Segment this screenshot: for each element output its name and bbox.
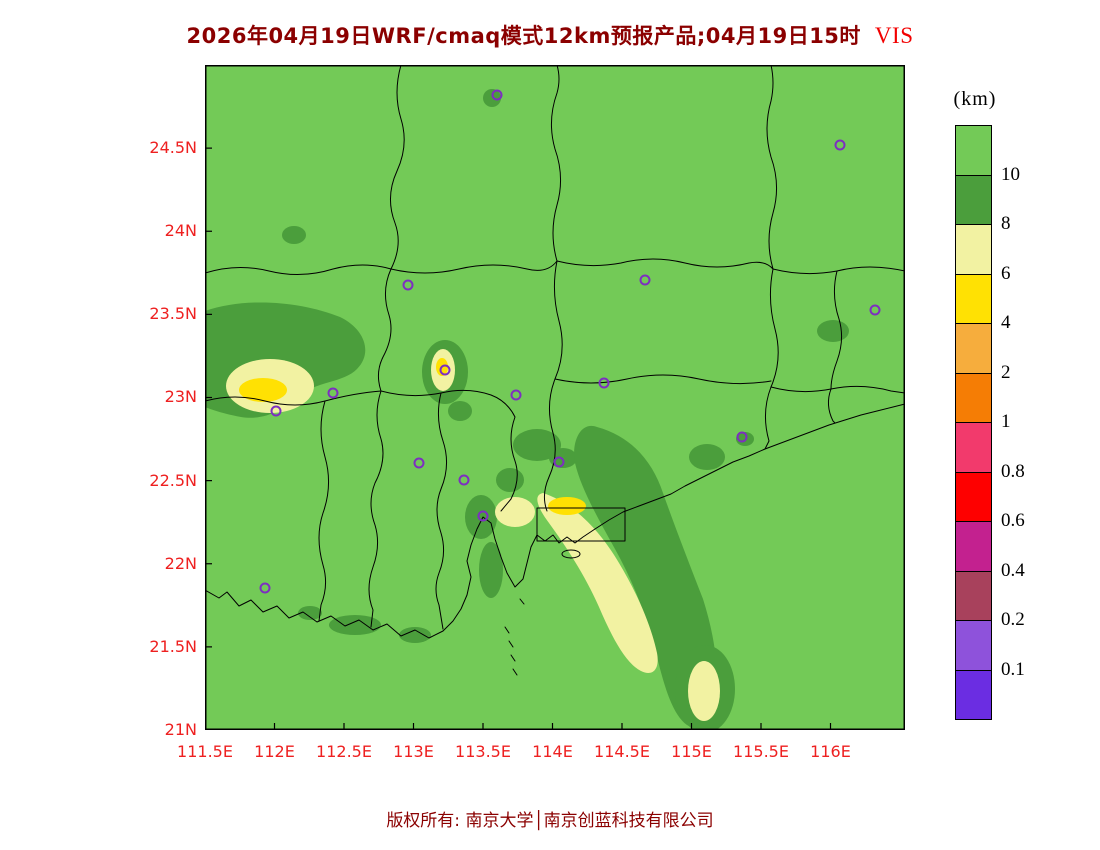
copyright-footer: 版权所有: 南京大学│南京创蓝科技有限公司 — [386, 811, 714, 831]
admin-boundaries — [204, 64, 906, 676]
x-axis-label: 112.5E — [316, 742, 372, 761]
coastline — [204, 403, 906, 639]
y-axis-label: 24N — [164, 221, 197, 241]
map-area — [204, 64, 906, 733]
legend-color-segment — [955, 273, 992, 324]
station-marker — [270, 405, 282, 417]
y-axis-label: 22N — [164, 553, 197, 573]
legend-tick-label: 4 — [1001, 312, 1011, 333]
island-dashes — [504, 598, 525, 676]
x-axis-label: 115.5E — [733, 742, 789, 761]
x-axis-label: 114.5E — [594, 742, 650, 761]
station-marker — [327, 387, 339, 399]
nested-domain-box — [536, 507, 626, 542]
station-marker — [553, 456, 565, 468]
x-axis-label: 112E — [254, 742, 295, 761]
y-axis-label: 22.5N — [149, 470, 197, 490]
station-marker — [834, 139, 846, 151]
vis-4-6-regions — [239, 358, 586, 515]
legend-tick-label: 0.4 — [1001, 559, 1025, 581]
x-axis-label: 113E — [393, 742, 434, 761]
map-frame — [205, 65, 905, 730]
legend-tick-label: 0.1 — [1001, 658, 1025, 680]
forecast-map — [204, 64, 906, 733]
station-marker — [510, 389, 522, 401]
legend-color-segment — [955, 521, 992, 572]
station-marker — [439, 364, 451, 376]
x-axis-label: 113.5E — [455, 742, 511, 761]
station-marker — [598, 377, 610, 389]
legend-unit-label: (km) — [953, 88, 997, 110]
legend-tick-label: 0.6 — [1001, 510, 1025, 531]
legend-tick-label: 0.8 — [1001, 460, 1025, 482]
station-marker — [736, 431, 748, 443]
y-axis-label: 24.5N — [149, 138, 197, 157]
island-outline — [561, 549, 581, 559]
station-marker — [259, 582, 271, 594]
x-axis-label: 116E — [810, 742, 851, 761]
station-marker — [458, 474, 470, 486]
legend-tick-label: 0.2 — [1001, 609, 1025, 630]
legend-color-segment — [955, 422, 992, 473]
station-marker — [477, 510, 489, 522]
y-axis-label: 21N — [164, 719, 197, 739]
x-axis-label: 111.5E — [177, 742, 233, 761]
station-marker — [869, 304, 881, 316]
station-marker — [413, 457, 425, 469]
legend-color-segment — [955, 323, 992, 374]
legend-color-segment — [955, 174, 992, 225]
legend-tick-label: 1 — [1001, 411, 1011, 432]
station-markers-layer — [259, 89, 881, 594]
legend-color-segment — [955, 372, 992, 423]
legend-color-segment — [955, 125, 992, 176]
legend-tick-label: 2 — [1001, 361, 1011, 383]
y-axis-label: 21.5N — [149, 636, 197, 656]
legend-tick-label: 10 — [1001, 163, 1020, 185]
title-main: 2026年04月19日WRF/cmaq模式12km预报产品;04月19日15时 — [186, 24, 861, 48]
y-axis-label: 23.5N — [149, 304, 197, 324]
x-axis-label: 115E — [671, 742, 712, 761]
station-marker — [491, 89, 503, 101]
legend-tick-label: 8 — [1001, 213, 1011, 234]
map-base-field — [205, 65, 905, 730]
legend-color-segment — [955, 620, 992, 671]
legend-color-segment — [955, 570, 992, 621]
title-variable: VIS — [874, 23, 914, 48]
legend-color-segment — [955, 224, 992, 275]
figure-title: 2026年04月19日WRF/cmaq模式12km预报产品;04月19日15时 V… — [0, 20, 1100, 50]
station-marker — [402, 279, 414, 291]
legend-color-segment — [955, 669, 992, 720]
x-axis-label: 114E — [532, 742, 573, 761]
legend-colorbar — [955, 125, 992, 720]
legend-tick-label: 6 — [1001, 262, 1011, 284]
legend-color-segment — [955, 471, 992, 522]
station-marker — [639, 274, 651, 286]
y-axis-label: 23N — [164, 387, 197, 407]
